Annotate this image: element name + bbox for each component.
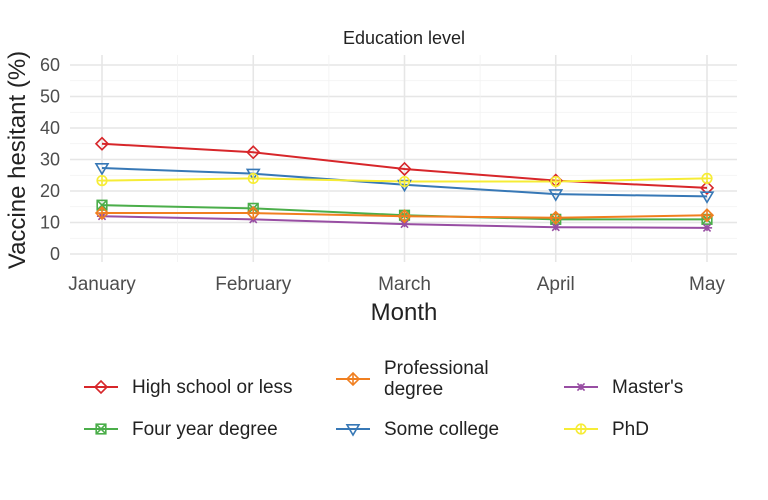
data-point: [699, 208, 715, 223]
data-point: [399, 219, 410, 229]
legend-key: [84, 379, 118, 395]
y-tick-labels: 0 10 20 30 40 50 60: [40, 55, 60, 264]
data-point: [345, 371, 361, 387]
data-point: [397, 209, 412, 224]
y-tick-label: 10: [40, 213, 60, 233]
data-point: [96, 175, 108, 187]
y-axis-label: Vaccine hesitant (%): [4, 51, 31, 269]
y-tick-label: 30: [40, 150, 60, 170]
legend-item: PhD: [564, 414, 649, 444]
y-tick-label: 0: [50, 244, 60, 264]
legend-label: Master's: [612, 376, 684, 398]
data-point: [548, 210, 563, 225]
data-point: [699, 191, 715, 204]
data-point: [247, 172, 259, 184]
data-point: [699, 180, 715, 195]
series-markers: [94, 136, 715, 232]
y-tick-label: 40: [40, 118, 60, 138]
data-point: [701, 172, 713, 184]
data-point: [701, 223, 713, 232]
data-point: [93, 379, 109, 395]
legend-key: [564, 423, 598, 435]
x-tick-label: May: [689, 274, 725, 295]
legend-key: [336, 424, 370, 437]
legend-item: Four year degree: [84, 414, 278, 444]
y-tick-label: 20: [40, 181, 60, 201]
x-tick-label: March: [378, 274, 431, 295]
x-tick-label: February: [215, 274, 292, 295]
data-point: [94, 205, 110, 221]
y-tick-label: 50: [40, 87, 60, 107]
x-tick-label: January: [68, 274, 136, 295]
legend-item: Master's: [564, 372, 683, 402]
data-point: [246, 205, 261, 221]
data-point: [550, 175, 562, 188]
legend-item: Some college: [336, 414, 499, 444]
data-point: [398, 175, 411, 188]
legend-label: Four year degree: [132, 418, 278, 440]
x-tick-labels: January February March April May: [68, 274, 725, 295]
legend-key: [84, 423, 118, 435]
data-point: [246, 145, 261, 160]
legend-label: High school or less: [132, 376, 293, 398]
legend-item: Professional degree: [336, 358, 489, 400]
chart-title: Education level: [343, 28, 465, 48]
data-point: [575, 382, 587, 392]
line-chart: 0 10 20 30 40 50 60 January February March April M…: [4, 28, 737, 326]
data-point: [94, 163, 110, 176]
data-point: [550, 223, 561, 232]
data-point: [94, 136, 110, 151]
grid-lines: [70, 55, 737, 262]
legend-label: Professional degree: [384, 358, 489, 400]
series-line: [101, 142, 708, 189]
x-axis-label: Month: [371, 299, 438, 326]
y-tick-label: 60: [40, 55, 60, 75]
data-point: [397, 161, 412, 177]
data-point: [548, 189, 564, 202]
legend-key: [336, 371, 370, 387]
data-point: [95, 423, 107, 435]
legend-label: Some college: [384, 418, 500, 440]
legend-label: PhD: [612, 418, 649, 440]
data-point: [575, 423, 587, 435]
data-point: [345, 424, 361, 437]
legend-key: [564, 382, 598, 392]
chart-legend: High school or less Four year degree Profe…: [84, 358, 754, 454]
legend-item: High school or less: [84, 372, 293, 402]
x-tick-label: April: [537, 274, 575, 295]
